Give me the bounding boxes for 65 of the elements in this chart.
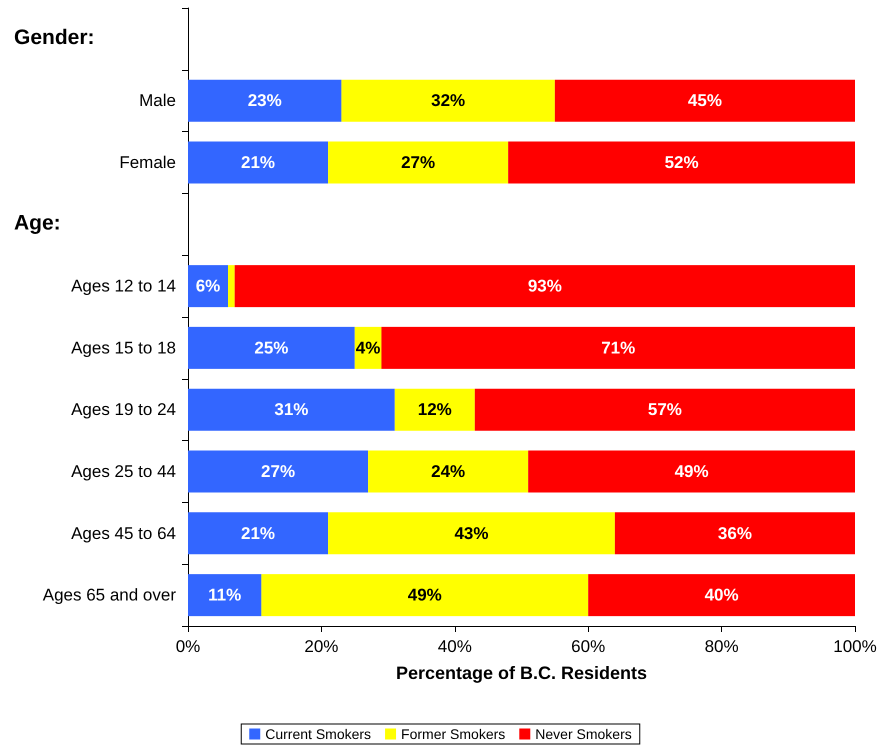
data-label: 32% bbox=[431, 91, 466, 110]
data-label: 24% bbox=[431, 462, 466, 481]
legend-label: Never Smokers bbox=[535, 726, 632, 742]
x-axis-title: Percentage of B.C. Residents bbox=[396, 663, 648, 683]
data-label: 25% bbox=[254, 338, 288, 358]
bar bbox=[228, 265, 235, 308]
legend-label: Current Smokers bbox=[265, 726, 372, 742]
y-tick-label: Male bbox=[139, 91, 176, 110]
y-tick-label: Ages 25 to 44 bbox=[71, 462, 176, 481]
data-label: 71% bbox=[601, 338, 636, 358]
y-tick-label: Female bbox=[119, 153, 176, 172]
data-label: 40% bbox=[704, 586, 739, 605]
legend-label: Former Smokers bbox=[401, 726, 506, 742]
bar bbox=[614, 512, 855, 554]
bar bbox=[188, 574, 262, 616]
y-tick-label: Ages 45 to 64 bbox=[71, 524, 176, 543]
data-label: 45% bbox=[688, 91, 722, 110]
x-tick-label: 100% bbox=[833, 637, 877, 656]
data-label: 27% bbox=[261, 462, 296, 481]
data-label: 21% bbox=[241, 524, 276, 543]
data-label: 49% bbox=[408, 586, 442, 605]
y-tick-label: Ages 65 and over bbox=[42, 586, 176, 605]
data-label: 11% bbox=[208, 586, 242, 605]
bar bbox=[394, 388, 475, 431]
bar bbox=[381, 326, 855, 369]
x-tick-label: 80% bbox=[704, 637, 739, 656]
bar bbox=[474, 388, 855, 431]
bar bbox=[188, 450, 368, 493]
text: Age: bbox=[14, 211, 61, 234]
bar bbox=[188, 80, 342, 122]
x-tick-label: 40% bbox=[438, 637, 472, 656]
bar bbox=[328, 141, 508, 184]
bar bbox=[188, 512, 328, 554]
bar bbox=[188, 141, 328, 184]
data-label: 52% bbox=[664, 153, 699, 172]
x-tick-label: 0% bbox=[176, 637, 200, 656]
bar bbox=[588, 574, 855, 616]
data-label: 36% bbox=[718, 524, 752, 543]
bar bbox=[261, 574, 588, 616]
x-tick-label: 60% bbox=[571, 637, 606, 656]
bar bbox=[528, 450, 855, 493]
data-label: 12% bbox=[418, 400, 452, 420]
data-label: 21% bbox=[241, 153, 276, 172]
data-label: 57% bbox=[648, 400, 682, 420]
y-tick-label: Ages 15 to 18 bbox=[71, 338, 176, 358]
bar bbox=[188, 326, 355, 369]
x-tick-label: 20% bbox=[304, 637, 338, 656]
data-label: 23% bbox=[248, 91, 282, 110]
y-tick-label: Ages 12 to 14 bbox=[71, 276, 176, 296]
data-label: 49% bbox=[674, 462, 709, 481]
bar bbox=[341, 80, 555, 122]
text: Gender: bbox=[14, 26, 95, 49]
bar bbox=[234, 265, 855, 308]
data-label: 6% bbox=[196, 276, 220, 296]
bar bbox=[328, 512, 615, 554]
bar bbox=[554, 80, 855, 122]
y-tick-label: Ages 19 to 24 bbox=[71, 400, 176, 420]
data-label: 93% bbox=[528, 276, 562, 296]
data-label: 31% bbox=[274, 400, 308, 420]
data-label: 43% bbox=[454, 524, 488, 543]
bar bbox=[368, 450, 528, 493]
data-label: 27% bbox=[401, 153, 436, 172]
bar bbox=[508, 141, 855, 184]
bar bbox=[188, 388, 395, 431]
data-label: 4% bbox=[356, 338, 380, 358]
